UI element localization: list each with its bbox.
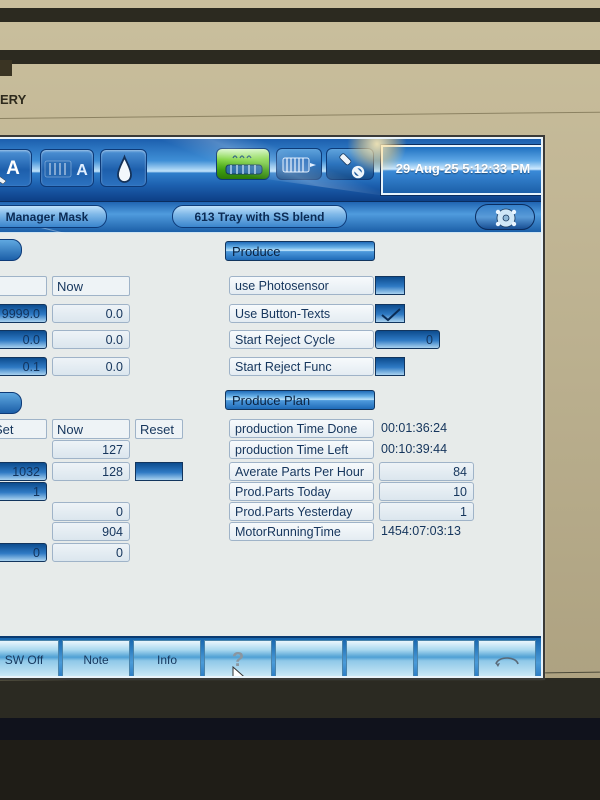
svg-text:A: A (6, 158, 20, 179)
svg-text:A: A (76, 162, 88, 179)
